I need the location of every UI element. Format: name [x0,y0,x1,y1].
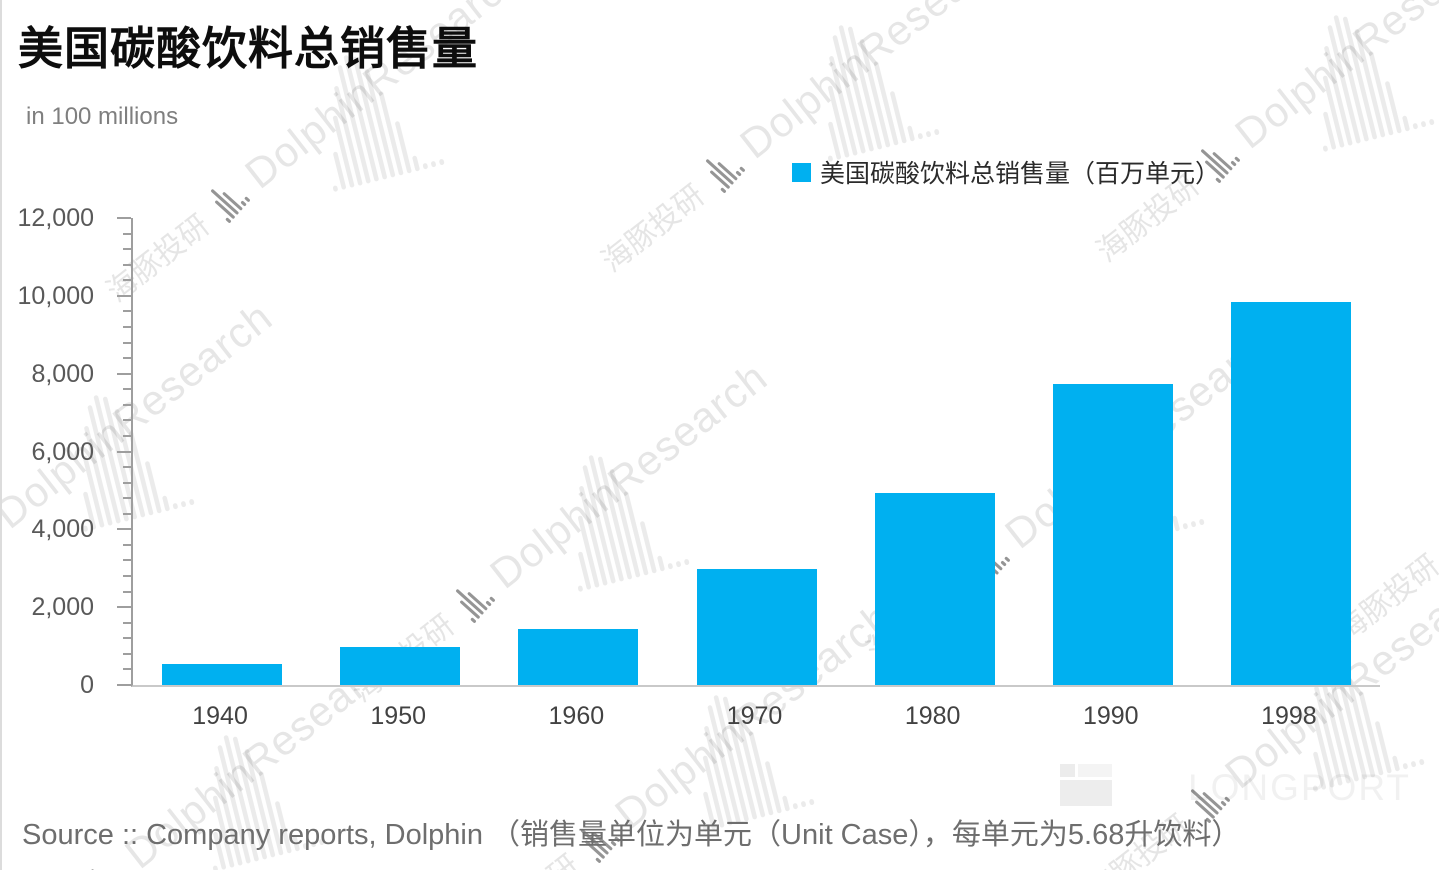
y-tick-major [117,450,131,453]
y-tick-minor [123,543,131,546]
y-axis-label: 0 [80,671,94,699]
bar-1950 [340,647,461,685]
y-axis-label: 6,000 [31,437,94,466]
bar-1940 [162,664,283,685]
legend-swatch-icon [792,162,811,182]
y-tick-minor [123,637,131,640]
y-tick-major [117,217,131,219]
y-axis-label: 2,000 [31,593,94,622]
dolphin-bars-logo-icon [1304,0,1435,152]
y-tick-minor [123,434,131,437]
dolphin-bars-logo-icon [684,670,815,832]
plot-area [131,218,1380,687]
y-axis-label: 10,000 [17,281,94,310]
longport-logo-icon [1060,764,1112,806]
y-tick-minor [123,341,131,344]
y-tick-minor [123,466,131,469]
y-tick-minor [123,248,131,251]
y-axis-label: 8,000 [31,359,94,388]
y-tick-minor [123,279,131,282]
x-axis-label-1980: 1980 [904,702,961,730]
y-tick-major [117,606,131,609]
y-tick-minor [123,497,131,500]
y-tick-major [117,372,131,375]
y-tick-minor [123,512,131,515]
y-axis-ticks [113,217,131,686]
watermark-text-en: DolphinResearch [731,0,1026,168]
bar-1960 [518,629,639,685]
dolphin-bars-trail-icon [1429,510,1439,568]
x-axis-label-1998: 1998 [1261,702,1317,730]
chart-subtitle: in 100 millions [26,103,179,130]
x-axis-label-1990: 1990 [1082,702,1139,730]
y-tick-minor [123,590,131,593]
y-tick-minor [123,232,131,235]
longport-logo: LONGPORT [1060,764,1411,806]
y-tick-minor [123,419,131,422]
y-axis-labels: 0 2,000 4,000 6,000 8,000 10,000 12,000 [2,204,94,699]
chart-legend: 美国碳酸饮料总销售量（百万单元） [792,154,1220,190]
legend-label: 美国碳酸饮料总销售量（百万单元） [820,160,1221,188]
y-tick-minor [123,559,131,562]
x-axis-label-1950: 1950 [370,702,427,730]
bar-1980 [874,493,995,685]
y-axis-label: 4,000 [31,515,94,544]
y-tick-major [117,684,131,686]
y-tick-minor [123,652,131,655]
longport-wordmark: LONGPORT [1188,767,1411,808]
y-tick-minor [123,403,131,406]
dolphin-bars-logo-icon [809,0,940,162]
x-axis-labels: 1940 1950 1960 1970 1980 1990 1998 [131,702,1378,738]
chart-title: 美国碳酸饮料总销售量 [18,23,479,74]
y-tick-minor [123,668,131,671]
x-axis-label-1940: 1940 [192,702,248,730]
y-tick-minor [123,388,131,391]
y-axis-label: 12,000 [17,204,94,232]
x-axis-label-1960: 1960 [548,702,605,730]
y-tick-minor [123,481,131,484]
bar-1970 [696,569,817,685]
y-tick-minor [123,263,131,266]
y-tick-minor [123,621,131,624]
y-tick-minor [123,357,131,360]
y-tick-minor [123,575,131,578]
source-note: Source :: Company reports, Dolphin （销售量单… [22,819,1241,851]
watermark-text-en: DolphinResearch [1226,0,1439,158]
y-tick-minor [123,310,131,313]
bar-1998 [1230,302,1351,685]
dolphin-bars-trail-icon [694,140,750,198]
y-tick-major [117,294,131,297]
bar-1990 [1052,384,1173,685]
y-tick-major [117,528,131,531]
x-axis-label-1970: 1970 [726,702,783,730]
y-tick-minor [123,325,131,328]
